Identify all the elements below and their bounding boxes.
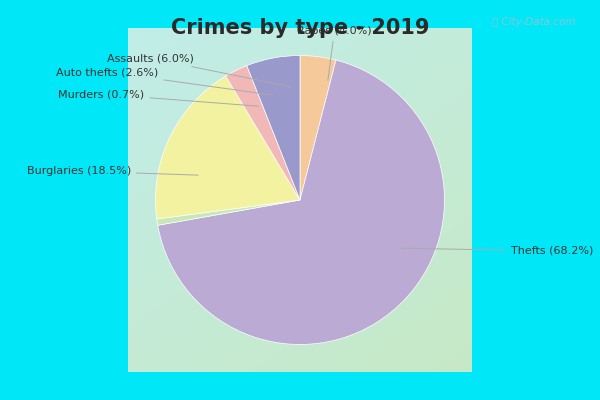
Text: Rapes (4.0%): Rapes (4.0%)	[297, 26, 372, 80]
Wedge shape	[226, 66, 300, 200]
Wedge shape	[247, 56, 300, 200]
Text: Assaults (6.0%): Assaults (6.0%)	[107, 53, 290, 87]
Text: Crimes by type - 2019: Crimes by type - 2019	[171, 18, 429, 38]
Text: Auto thefts (2.6%): Auto thefts (2.6%)	[56, 67, 272, 95]
Text: Thefts (68.2%): Thefts (68.2%)	[402, 246, 593, 256]
Wedge shape	[158, 60, 445, 344]
Text: Burglaries (18.5%): Burglaries (18.5%)	[26, 166, 198, 176]
Wedge shape	[157, 200, 300, 225]
Text: ⓘ City-Data.com: ⓘ City-Data.com	[491, 17, 575, 27]
Wedge shape	[155, 76, 300, 219]
Wedge shape	[300, 56, 336, 200]
Text: Murders (0.7%): Murders (0.7%)	[58, 89, 259, 106]
